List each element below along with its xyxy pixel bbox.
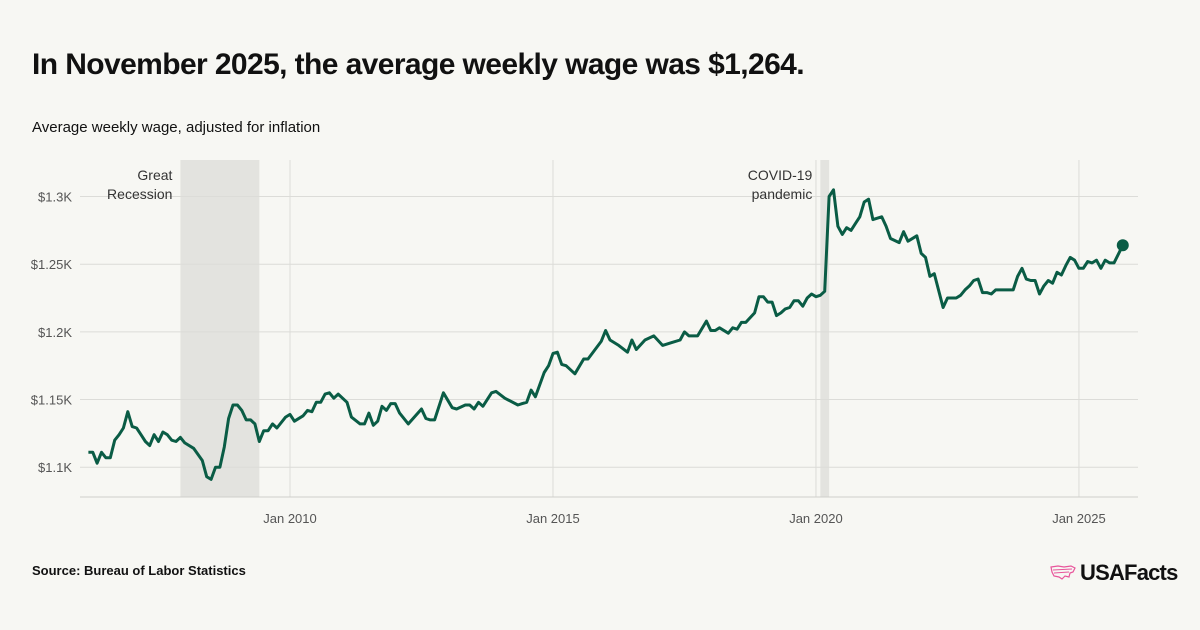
logo-text: USAFacts (1080, 560, 1178, 585)
shaded-period-label: Great (137, 167, 172, 183)
shaded-period (820, 160, 830, 497)
y-tick-label: $1.2K (38, 325, 72, 340)
y-tick-label: $1.3K (38, 190, 72, 205)
annotations: Great Recession COVID-19 pandemic (107, 167, 813, 202)
x-tick-label: Jan 2025 (1052, 511, 1106, 526)
source-note: Source: Bureau of Labor Statistics (32, 563, 246, 578)
series (88, 188, 1129, 481)
gridlines (80, 160, 1138, 497)
axes: $1.1K $1.15K $1.2K $1.25K $1.3K Jan 2010 Jan 2… (31, 190, 1138, 526)
wage-line (88, 188, 1125, 481)
shaded-period-label: pandemic (752, 186, 813, 202)
x-tick-label: Jan 2010 (263, 511, 317, 526)
x-tick-label: Jan 2020 (789, 511, 843, 526)
shaded-period-label: Recession (107, 186, 172, 202)
chart-title: In November 2025, the average weekly wag… (32, 48, 805, 81)
x-tick-label: Jan 2015 (526, 511, 580, 526)
y-tick-label: $1.15K (31, 393, 73, 408)
usafacts-logo[interactable]: USAFacts (1050, 560, 1178, 586)
shaded-period (180, 160, 260, 497)
y-tick-label: $1.1K (38, 460, 72, 475)
latest-value-marker (1116, 239, 1129, 252)
shaded-periods (180, 160, 830, 497)
shaded-period-label: COVID-19 (748, 167, 813, 183)
us-map-outline-icon (1050, 565, 1076, 580)
chart-subtitle: Average weekly wage, adjusted for inflat… (32, 119, 321, 136)
y-tick-label: $1.25K (31, 257, 73, 272)
